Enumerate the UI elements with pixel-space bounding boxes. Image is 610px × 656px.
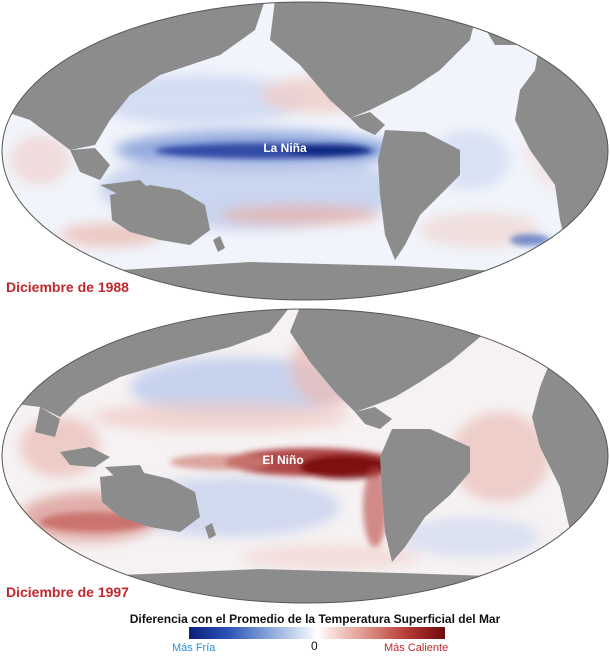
el-nino-label: El Niño xyxy=(262,453,303,467)
legend-zero-tick: 0 xyxy=(311,639,318,653)
map-outline xyxy=(1,1,609,301)
sst-map-1988: La Niña xyxy=(0,0,610,302)
legend-color-bar xyxy=(189,627,445,639)
legend-warm-label: Más Caliente xyxy=(384,642,449,654)
sst-map-1997: El Niño xyxy=(0,307,610,605)
legend-title: Diferencia con el Promedio de la Tempera… xyxy=(129,612,501,626)
sst-map-1988-graphic: La Niña xyxy=(1,1,609,301)
sst-map-1997-graphic: El Niño xyxy=(1,308,609,604)
map-outline xyxy=(1,308,609,604)
legend-cold-label: Más Fría xyxy=(172,642,216,654)
date-label-1988: Diciembre de 1988 xyxy=(6,279,129,295)
date-label-1997: Diciembre de 1997 xyxy=(6,584,129,600)
color-legend: Diferencia con el Promedio de la Tempera… xyxy=(0,610,610,656)
la-nina-label: La Niña xyxy=(263,141,307,155)
